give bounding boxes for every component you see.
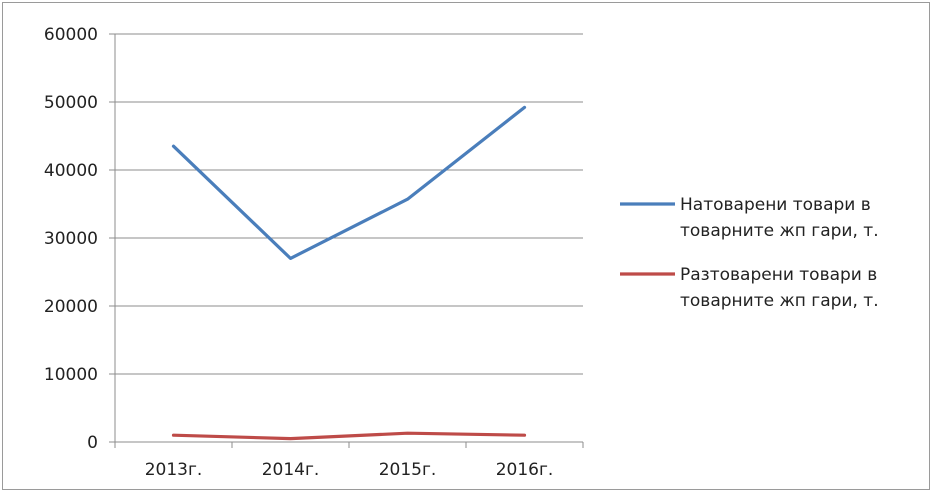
y-tick-label: 20000 (44, 297, 98, 317)
series-line-1 (171, 105, 527, 260)
legend-label: Натоварени товари в товарните жп гари, т. (680, 195, 879, 241)
gridlines (115, 33, 583, 375)
y-tick-label: 0 (87, 433, 98, 453)
y-tick-label: 50000 (44, 93, 98, 113)
y-tick-label: 60000 (44, 25, 98, 45)
x-axis-ticks: 2013г. 2014г. 2015г. 2016г. (114, 442, 584, 480)
x-tick-label: 2016г. (496, 460, 554, 480)
x-tick-label: 2014г. (262, 460, 320, 480)
legend: Натоварени товари в товарните жп гари, т.… (620, 195, 879, 311)
y-tick-label: 10000 (44, 365, 98, 385)
x-tick-label: 2015г. (379, 460, 437, 480)
legend-label: Разтоварени товари в товарните жп гари, т… (680, 265, 879, 311)
y-tick-label: 30000 (44, 229, 98, 249)
y-axis-ticks: 0 10000 20000 30000 40000 50000 60000 (44, 25, 115, 453)
series-lines (171, 105, 527, 441)
series-line-2 (171, 431, 527, 441)
x-tick-label: 2013г. (145, 460, 203, 480)
y-tick-label: 40000 (44, 161, 98, 181)
